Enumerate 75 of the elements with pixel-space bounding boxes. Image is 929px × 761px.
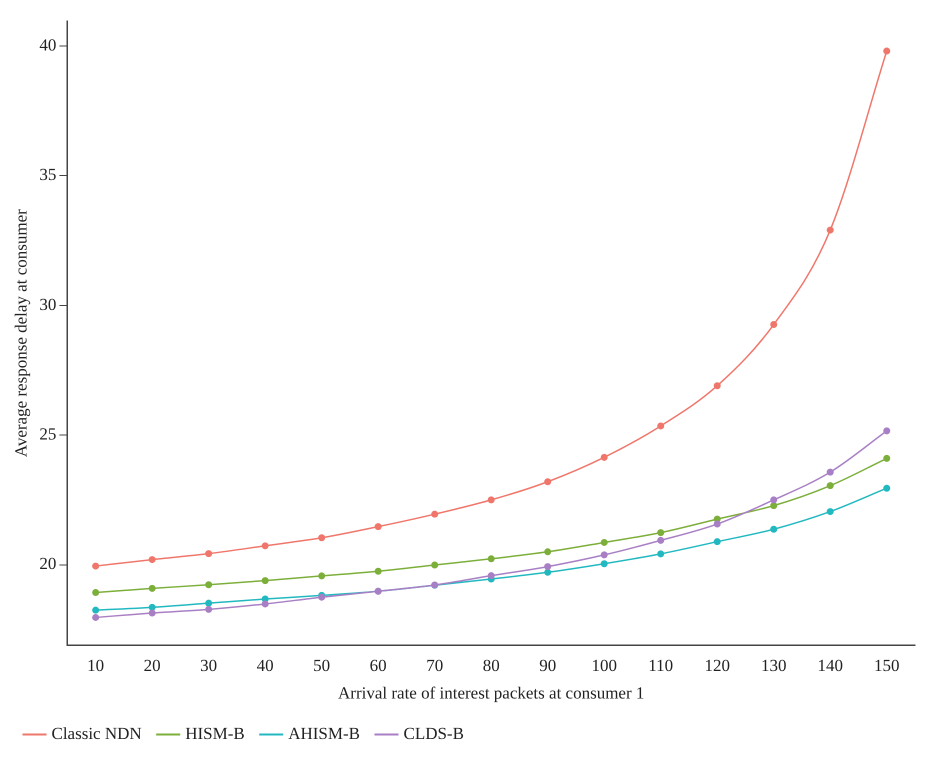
point [374, 568, 382, 575]
legend-label: AHISM-B [288, 724, 360, 743]
x-tick-label: 60 [370, 656, 387, 675]
y-axis-title: Average response delay at consumer [12, 208, 31, 458]
point [600, 538, 608, 546]
point [826, 508, 834, 516]
point [600, 560, 608, 568]
x-tick-label: 100 [591, 656, 617, 675]
point [770, 526, 778, 533]
x-tick-label: 140 [817, 656, 843, 675]
point [262, 542, 269, 550]
point [714, 538, 721, 546]
x-tick-label: 90 [539, 656, 556, 675]
y-tick-label: 40 [39, 35, 56, 54]
point [544, 548, 552, 556]
point [488, 572, 495, 580]
x-tick-label: 20 [144, 656, 161, 675]
point [488, 555, 495, 562]
point [262, 600, 269, 608]
x-tick-label: 120 [704, 656, 730, 675]
point [205, 550, 212, 558]
point [374, 523, 382, 530]
point [657, 550, 664, 558]
point [205, 581, 212, 588]
x-tick-label: 40 [256, 656, 274, 675]
x-tick-label: 150 [874, 656, 900, 675]
point [318, 572, 326, 580]
point [205, 600, 212, 607]
point [148, 584, 156, 592]
point [770, 502, 778, 510]
point [826, 468, 834, 476]
legend-label: HISM-B [185, 724, 245, 743]
point [826, 226, 834, 234]
point [600, 454, 608, 461]
point [92, 589, 100, 596]
point [148, 610, 156, 617]
point [92, 614, 100, 621]
x-tick-label: 30 [200, 656, 218, 675]
point [318, 534, 326, 542]
y-tick-label: 20 [39, 554, 56, 574]
point [883, 454, 890, 462]
point [488, 496, 495, 504]
y-tick-label: 25 [39, 424, 56, 444]
point [883, 484, 890, 492]
point [657, 529, 664, 536]
point [544, 563, 552, 570]
point [544, 478, 552, 486]
point [205, 606, 212, 613]
legend-label: CLDS-B [403, 724, 464, 743]
point [600, 551, 608, 558]
point [92, 606, 100, 614]
point [883, 427, 890, 434]
x-tick-label: 10 [87, 656, 104, 675]
x-tick-label: 70 [426, 656, 444, 675]
x-tick-label: 80 [482, 656, 500, 675]
point [883, 48, 890, 55]
point [431, 510, 438, 518]
x-tick-label: 110 [648, 656, 674, 675]
x-tick-label: 130 [760, 656, 786, 675]
point [770, 496, 778, 504]
point [262, 577, 269, 584]
legend-label: Classic NDN [52, 724, 142, 743]
y-tick-label: 30 [39, 294, 56, 314]
point [431, 562, 438, 569]
point [657, 422, 664, 430]
point [770, 321, 778, 328]
point [148, 556, 156, 564]
point [714, 520, 721, 528]
point [92, 562, 100, 570]
point [657, 536, 664, 544]
x-tick-label: 50 [313, 656, 330, 675]
point [714, 382, 721, 390]
x-axis-title: Arrival rate of interest packets at consumer 1 [338, 683, 644, 702]
y-tick-label: 35 [39, 165, 56, 184]
point [826, 482, 834, 490]
